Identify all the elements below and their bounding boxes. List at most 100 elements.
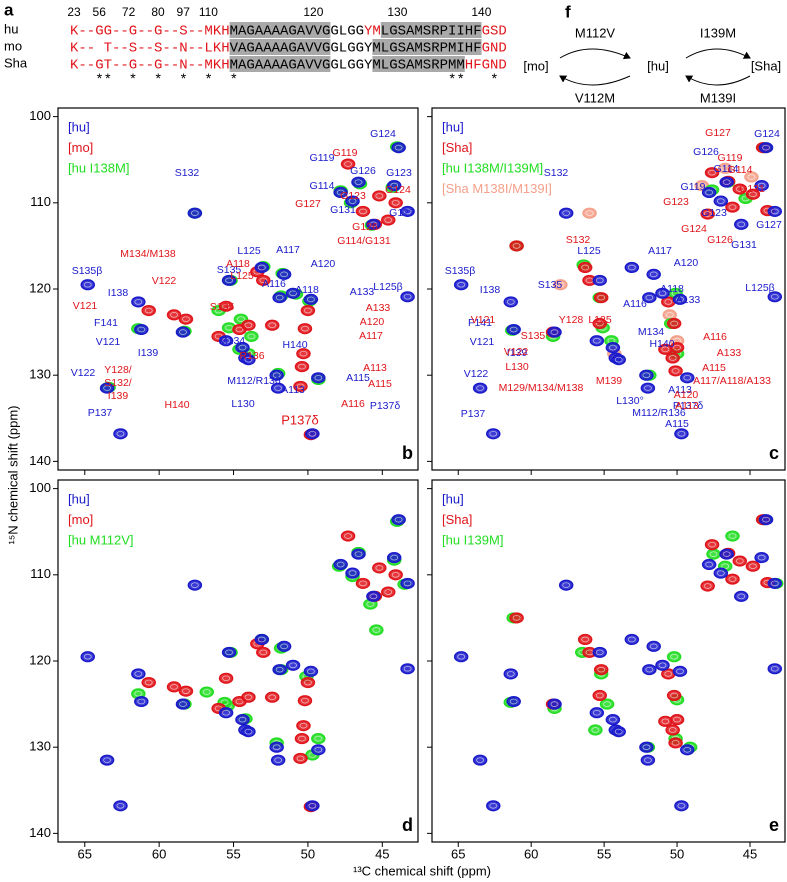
peak [744, 171, 759, 183]
peak [725, 573, 740, 585]
sequence: GSD [482, 24, 507, 40]
highlight [372, 39, 482, 55]
peak-label: G119 [333, 147, 358, 159]
contour [222, 303, 230, 310]
peak-label: A116 [623, 298, 647, 310]
contour [170, 684, 178, 690]
peak [355, 205, 371, 217]
peak [388, 569, 403, 581]
contour [597, 294, 606, 301]
peak [372, 190, 387, 202]
contour [556, 281, 565, 288]
peak [351, 548, 366, 560]
peak-label: G114/G131 [337, 235, 391, 247]
peak-label: L125 [237, 245, 261, 257]
peak [758, 142, 774, 154]
peak [355, 577, 371, 589]
contour [179, 329, 187, 335]
panel-label: e [769, 815, 779, 835]
peak [256, 274, 271, 286]
peak [340, 158, 356, 170]
contour [703, 583, 712, 589]
y-tick-label: 120 [29, 652, 51, 667]
contour [344, 161, 352, 167]
contour [770, 580, 779, 587]
peak [272, 292, 287, 304]
peak [593, 664, 609, 676]
peaks [453, 514, 784, 812]
contour [645, 666, 654, 673]
peak-label: G123 [340, 190, 366, 202]
contour [728, 204, 737, 210]
peak [218, 707, 234, 719]
peak-label: A115 [665, 418, 689, 430]
peak [665, 724, 680, 736]
peak [305, 800, 320, 812]
peak-label: V122 [504, 346, 529, 358]
legend-entry: [mo] [68, 140, 93, 155]
peak-label: A133 [350, 286, 375, 298]
contour [182, 688, 190, 694]
contour [257, 264, 266, 271]
peak [642, 664, 657, 676]
y-tick-label: 130 [29, 367, 51, 382]
peak-label: H140 [164, 399, 189, 411]
contour [274, 385, 283, 391]
contour [673, 716, 681, 723]
panel-label: d [402, 815, 413, 835]
peak-label: M129/M134/M138 [499, 382, 584, 394]
contour [190, 582, 199, 588]
contour [722, 551, 731, 557]
peak [175, 698, 191, 710]
contour [608, 716, 617, 723]
contour [170, 312, 178, 318]
peak [767, 291, 783, 303]
contour [595, 692, 604, 699]
contour [280, 271, 289, 278]
peak-label: A117 [276, 244, 300, 256]
contour [735, 186, 744, 192]
contour [103, 385, 111, 391]
contour [304, 679, 312, 686]
contour [670, 653, 679, 660]
peak-label: A117 [648, 245, 672, 257]
peak [558, 579, 574, 591]
peak [624, 261, 640, 274]
peak-label: A116 [703, 331, 727, 343]
peak [733, 218, 749, 230]
peak-label: P137δ [281, 412, 319, 427]
contour [390, 554, 399, 561]
contour [220, 699, 229, 706]
peak [680, 372, 695, 384]
residue-number: 56 [93, 5, 107, 19]
conservation: ** * * * * * ** * [70, 73, 498, 89]
peak [624, 633, 640, 646]
contour [314, 735, 323, 742]
peak [506, 695, 521, 708]
peak [311, 372, 326, 384]
contour [668, 355, 677, 361]
peak [235, 714, 250, 726]
contour [394, 516, 403, 523]
arrow [559, 75, 631, 86]
sequence: GLGGY [330, 41, 373, 57]
peak [297, 323, 313, 335]
y-tick-label: 110 [30, 194, 51, 209]
peak [592, 317, 607, 330]
contour [671, 740, 680, 746]
peak [134, 323, 149, 336]
peak-label: S135 [521, 330, 546, 342]
contour [403, 208, 412, 215]
legend-entry: [hu] [68, 491, 90, 506]
peak-label: R136 [239, 350, 264, 362]
contour [344, 533, 352, 539]
peak [732, 183, 748, 195]
peak [713, 567, 729, 579]
peak-label: M112/R136 [227, 375, 281, 387]
legend-entry: [Sha M138I/M139I] [442, 181, 552, 196]
x-tick-label: 55 [597, 846, 611, 861]
y-tick-label: 100 [29, 108, 51, 123]
contour [708, 541, 716, 548]
state: [Sha] [751, 58, 781, 73]
transition: I139M [700, 25, 736, 40]
